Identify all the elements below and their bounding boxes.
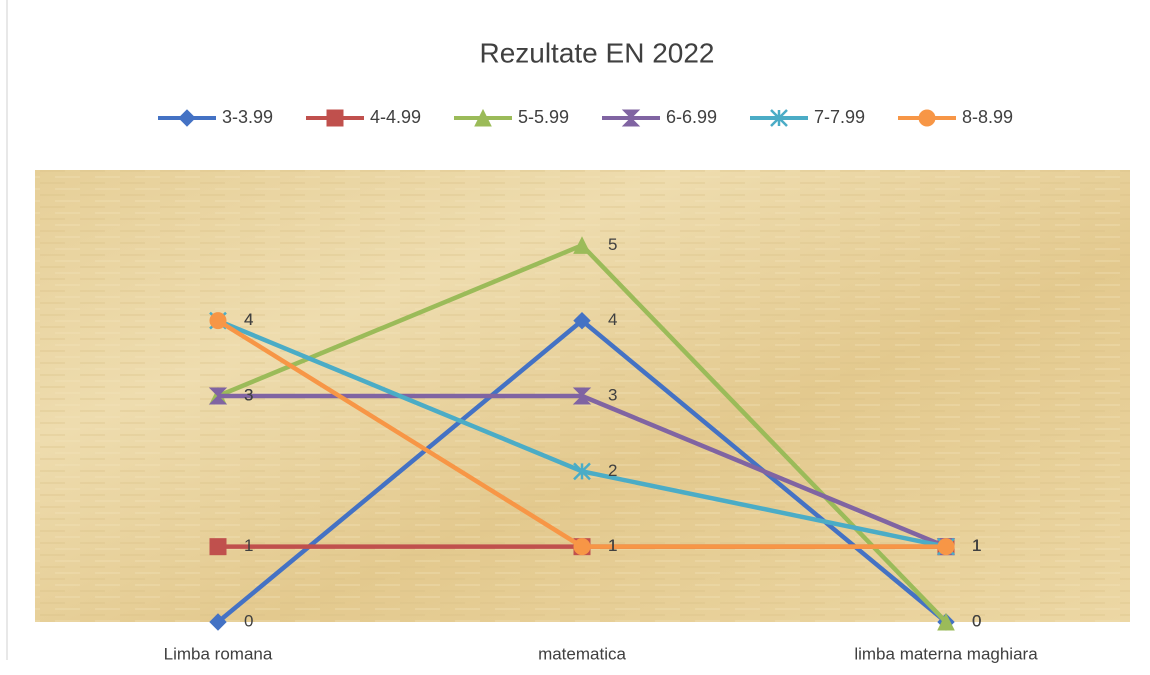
point-marker — [209, 538, 227, 556]
data-label: 1 — [608, 536, 617, 555]
data-label: 1 — [608, 536, 617, 555]
legend-label: 6-6.99 — [666, 107, 717, 127]
legend-marker — [326, 109, 344, 127]
point-marker — [209, 613, 227, 631]
legend-marker — [770, 109, 788, 127]
point-marker — [937, 538, 955, 556]
legend-label: 8-8.99 — [962, 107, 1013, 127]
point-marker — [209, 312, 227, 330]
legend-marker — [621, 109, 641, 127]
point-marker — [573, 462, 591, 481]
data-label: 0 — [244, 611, 253, 630]
legend-label: 7-7.99 — [814, 107, 865, 127]
point-marker — [208, 387, 228, 405]
legend-label: 3-3.99 — [222, 107, 273, 127]
legend-label: 4-4.99 — [370, 107, 421, 127]
chart-title: Rezultate EN 2022 — [479, 37, 714, 68]
data-label: 1 — [244, 536, 253, 555]
point-marker — [572, 387, 592, 405]
data-label: 3 — [608, 385, 617, 404]
data-label: 4 — [244, 310, 253, 329]
x-tick-label: matematica — [538, 644, 626, 663]
data-label: 4 — [608, 310, 617, 329]
point-marker — [573, 236, 591, 254]
legend-marker — [178, 109, 196, 127]
point-marker — [573, 538, 591, 556]
x-tick-label: limba materna maghiara — [854, 644, 1038, 663]
data-label: 0 — [972, 611, 981, 630]
data-label: 3 — [244, 385, 253, 404]
point-marker — [937, 612, 955, 631]
data-label: 0 — [972, 611, 981, 630]
x-tick-label: Limba romana — [164, 644, 273, 663]
data-label: 2 — [608, 461, 617, 480]
legend-label: 5-5.99 — [518, 107, 569, 127]
point-marker — [573, 311, 591, 330]
data-label: 4 — [244, 310, 253, 329]
legend-marker — [918, 109, 936, 127]
data-label: 3 — [244, 385, 253, 404]
data-label: 1 — [972, 536, 981, 555]
legend-marker — [474, 108, 492, 127]
data-label: 1 — [972, 536, 981, 555]
data-label: 1 — [972, 536, 981, 555]
data-label: 5 — [608, 235, 617, 254]
data-label: 1 — [972, 536, 981, 555]
